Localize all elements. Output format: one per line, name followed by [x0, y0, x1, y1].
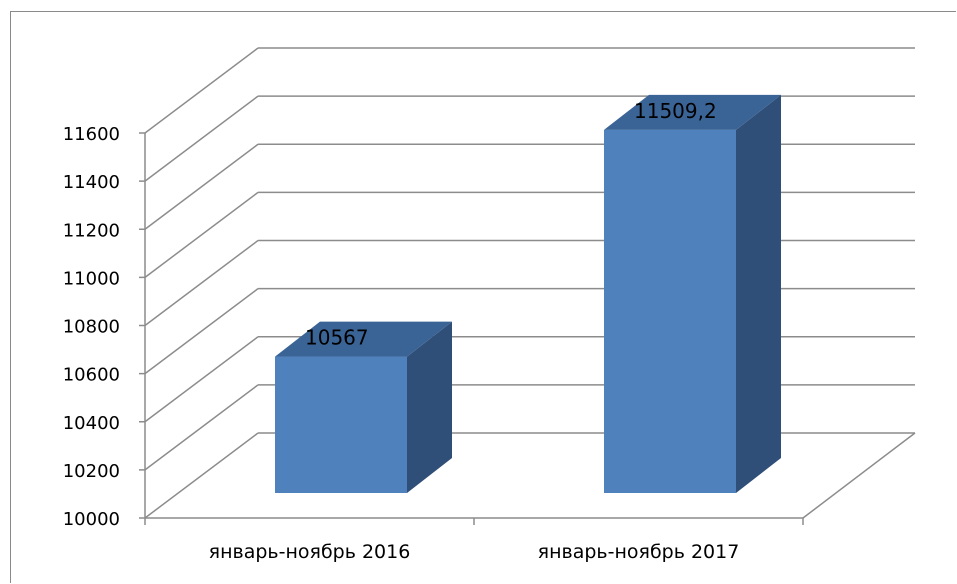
bar [275, 321, 452, 493]
gridline-wall [144, 47, 259, 134]
bar-side [736, 94, 781, 493]
gridline-wall [144, 191, 259, 278]
chart-frame [10, 11, 956, 583]
x-category-label: январь-ноябрь 2017 [538, 541, 740, 563]
y-tick-label: 11200 [63, 220, 120, 241]
y-tick-label: 10200 [63, 461, 120, 482]
bar-front [275, 356, 407, 493]
y-tick-label: 11400 [63, 172, 120, 193]
gridlines [144, 47, 916, 519]
y-tick-label: 10400 [63, 413, 120, 434]
x-category-label: январь-ноябрь 2016 [209, 541, 411, 563]
gridline-wall [144, 143, 259, 230]
gridline-wall [144, 95, 259, 182]
gridline-wall [144, 239, 259, 327]
y-tick-label: 11000 [63, 268, 120, 289]
gridline-wall [144, 336, 259, 423]
y-tick-label: 10000 [63, 509, 120, 530]
floor-edge [802, 432, 916, 519]
bar [604, 94, 781, 493]
bars [275, 94, 781, 493]
axes [139, 132, 804, 525]
gridline-wall [144, 432, 259, 519]
y-tick-label: 10800 [63, 317, 120, 338]
y-tick-label: 10600 [63, 365, 120, 386]
bar-top [604, 94, 781, 130]
labels: 10000 10200 10400 10600 10800 11000 11200 11400… [63, 99, 740, 563]
gridline-wall [144, 288, 259, 375]
bar-front [604, 129, 736, 493]
y-tick-label: 11600 [63, 124, 120, 145]
bar-top [275, 321, 452, 357]
gridline-wall [144, 384, 259, 471]
bar-side [407, 321, 452, 493]
data-label: 10567 [305, 326, 369, 350]
data-label: 11509,2 [634, 99, 717, 123]
